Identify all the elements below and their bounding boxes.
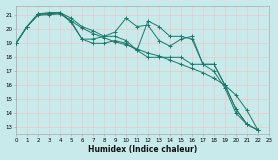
X-axis label: Humidex (Indice chaleur): Humidex (Indice chaleur) xyxy=(88,145,197,154)
